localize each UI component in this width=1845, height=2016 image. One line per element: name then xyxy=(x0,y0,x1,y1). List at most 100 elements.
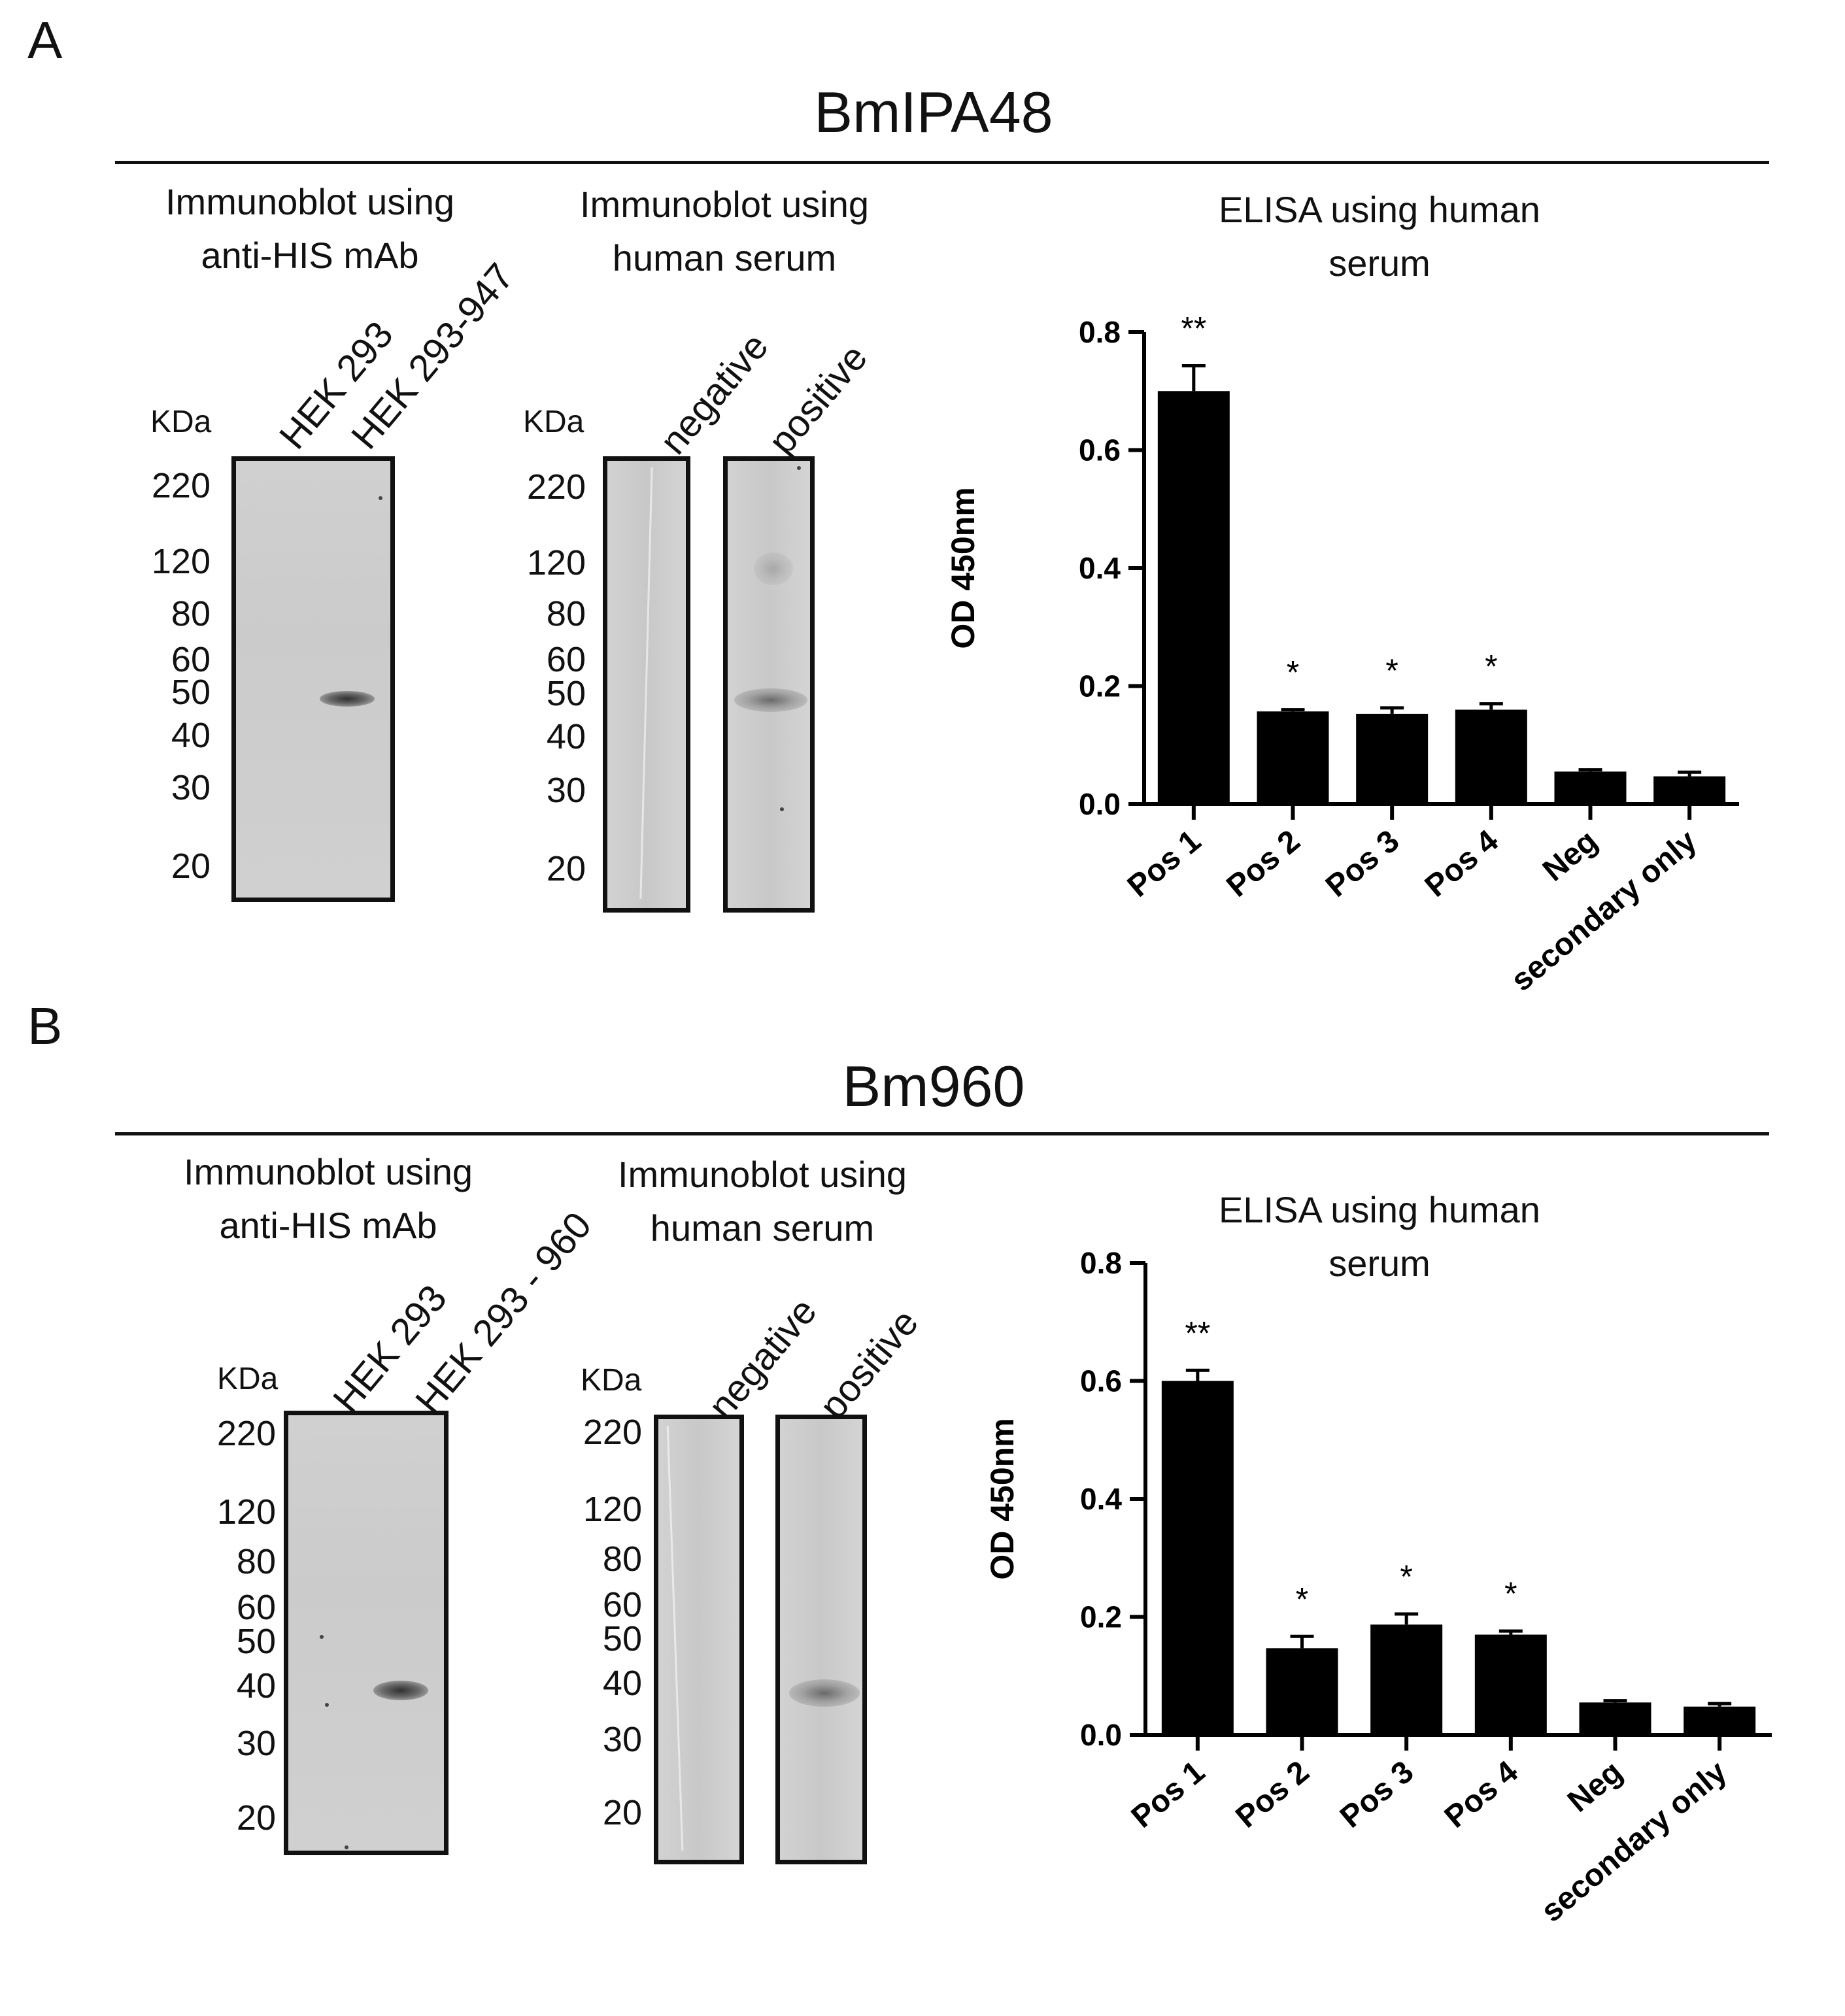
x-tick-label: Pos 1 xyxy=(1121,824,1208,904)
title-line: Immunoblot using xyxy=(617,1154,907,1195)
bar xyxy=(1474,1634,1547,1735)
protein-title-a: BmIPA48 xyxy=(814,80,1053,144)
panel-letter-b: B xyxy=(27,997,63,1055)
marker-label: 30 xyxy=(546,771,586,810)
marker-label: 40 xyxy=(236,1666,276,1705)
y-axis-label: OD 450nm xyxy=(984,1418,1021,1579)
protein-band xyxy=(320,691,375,707)
significance-label: * xyxy=(1296,1581,1308,1617)
significance-label: * xyxy=(1400,1558,1412,1595)
lane-label: positive xyxy=(811,1301,927,1428)
protein-band xyxy=(789,1679,860,1707)
bar xyxy=(1653,776,1726,804)
x-tick-label: Pos 3 xyxy=(1334,1755,1420,1835)
significance-label: ** xyxy=(1185,1315,1210,1351)
significance-label: * xyxy=(1485,648,1497,685)
title-line: human serum xyxy=(612,237,837,278)
y-tick-label: 0.0 xyxy=(1080,1718,1122,1752)
x-tick-label: Pos 4 xyxy=(1419,824,1505,904)
marker-label: 120 xyxy=(583,1490,642,1529)
membrane-speck xyxy=(379,496,382,500)
bar xyxy=(1579,1702,1651,1735)
x-tick-label: Pos 3 xyxy=(1319,824,1406,904)
marker-label: 50 xyxy=(546,674,586,713)
marker-label: 30 xyxy=(171,768,211,807)
marker-label: 60 xyxy=(171,640,211,679)
y-tick-label: 0.8 xyxy=(1080,1246,1122,1280)
bar xyxy=(1684,1706,1756,1735)
title-line: ELISA using human xyxy=(1219,189,1540,230)
marker-label: 60 xyxy=(602,1585,642,1624)
title-line: Immunoblot using xyxy=(165,181,455,222)
marker-label: 120 xyxy=(526,543,586,582)
his-blot-membrane-a xyxy=(231,456,395,902)
marker-label: 30 xyxy=(602,1720,642,1759)
elisa-title-b: ELISA using human serum xyxy=(1219,1183,1540,1290)
lane-label: positive xyxy=(760,336,876,463)
marker-label: 80 xyxy=(546,594,586,633)
title-line: Immunoblot using xyxy=(183,1151,473,1192)
title-rule-a xyxy=(115,161,1769,164)
marker-label: 40 xyxy=(546,717,586,756)
significance-label: ** xyxy=(1181,310,1206,346)
title-line: human serum xyxy=(650,1207,875,1249)
title-line: anti-HIS mAb xyxy=(219,1205,437,1246)
marker-label: 40 xyxy=(171,716,211,755)
y-tick-label: 0.0 xyxy=(1079,787,1121,821)
x-tick-label: Pos 4 xyxy=(1438,1755,1525,1835)
protein-band xyxy=(734,688,807,712)
serum-blot-positive-a xyxy=(723,456,815,913)
membrane-streak xyxy=(639,467,653,899)
marker-label: 220 xyxy=(216,1414,276,1453)
y-tick-label: 0.2 xyxy=(1080,1600,1122,1634)
title-line: Immunoblot using xyxy=(579,184,870,225)
marker-label: 120 xyxy=(151,542,211,581)
title-line: serum xyxy=(1329,243,1430,284)
marker-label: 220 xyxy=(151,466,211,505)
kda-label: KDa xyxy=(150,405,212,439)
title-line: serum xyxy=(1329,1243,1430,1284)
bar xyxy=(1257,711,1329,804)
serum-blot-title-a: Immunoblot using human serum xyxy=(580,178,869,285)
significance-label: * xyxy=(1385,652,1398,689)
marker-label: 50 xyxy=(236,1622,276,1661)
x-tick-label: Pos 1 xyxy=(1125,1755,1211,1835)
marker-label: 80 xyxy=(171,594,211,633)
marker-label: 20 xyxy=(546,849,586,888)
panel-letter-a: A xyxy=(27,11,63,69)
serum-blot-positive-b xyxy=(775,1415,867,1864)
faint-band xyxy=(754,552,793,585)
y-tick-label: 0.6 xyxy=(1079,433,1121,467)
title-rule-b xyxy=(115,1132,1769,1135)
bar xyxy=(1356,713,1429,804)
his-blot-membrane-b xyxy=(284,1411,449,1855)
protein-band xyxy=(373,1681,428,1700)
lane-label: negative xyxy=(700,1290,825,1428)
marker-label: 50 xyxy=(602,1619,642,1658)
x-tick-label: Neg xyxy=(1536,824,1604,888)
membrane-speck xyxy=(325,1703,329,1707)
marker-label: 80 xyxy=(236,1542,276,1581)
y-tick-label: 0.6 xyxy=(1080,1364,1122,1398)
x-tick-label: secondary only xyxy=(1534,1755,1733,1929)
title-line: ELISA using human xyxy=(1219,1189,1540,1230)
marker-label: 20 xyxy=(602,1793,642,1832)
bar xyxy=(1157,391,1230,804)
kda-label: KDa xyxy=(523,405,584,439)
elisa-chart-a: 0.0 0.2 0.4 0.6 0.8 OD 450nm ** Pos 1 * Pos 2 * Pos… xyxy=(945,310,1739,998)
kda-label: KDa xyxy=(217,1362,279,1396)
y-tick-label: 0.4 xyxy=(1079,551,1121,585)
bar xyxy=(1161,1381,1234,1735)
marker-label: 40 xyxy=(602,1664,642,1703)
bar xyxy=(1455,709,1527,804)
serum-blot-negative-b xyxy=(654,1415,744,1864)
marker-label: 120 xyxy=(216,1492,276,1532)
membrane-speck xyxy=(780,807,784,811)
marker-label: 20 xyxy=(236,1798,276,1838)
marker-label: 60 xyxy=(236,1588,276,1627)
marker-label: 60 xyxy=(546,640,586,679)
lane-label: negative xyxy=(651,325,777,463)
title-line: anti-HIS mAb xyxy=(201,235,419,276)
elisa-chart-b: 0.0 0.2 0.4 0.6 0.8 OD 450nm ** Pos 1 * Pos 2 * Pos… xyxy=(984,1246,1772,1929)
